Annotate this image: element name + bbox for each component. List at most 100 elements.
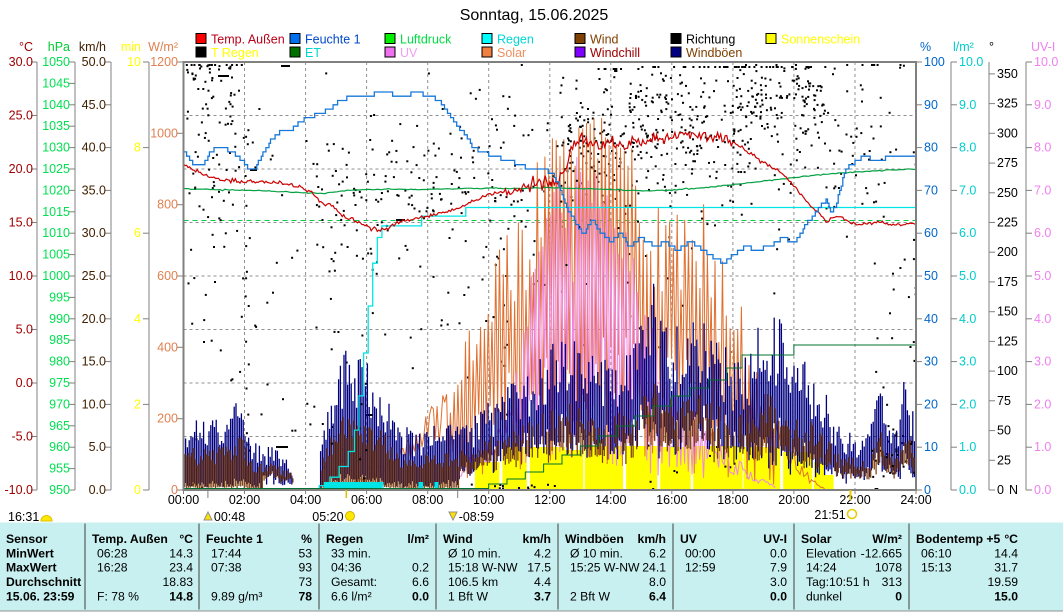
- svg-text:19.59: 19.59: [988, 575, 1019, 589]
- svg-text:Luftdruck: Luftdruck: [400, 33, 452, 47]
- svg-text:0: 0: [924, 483, 931, 497]
- svg-text:°C: °C: [179, 532, 193, 546]
- svg-text:06:00: 06:00: [351, 493, 382, 507]
- svg-text:73: 73: [298, 575, 312, 589]
- svg-text:78: 78: [298, 590, 312, 604]
- svg-text:°C: °C: [1004, 532, 1018, 546]
- svg-text:15.0: 15.0: [994, 590, 1018, 604]
- svg-text:0.2: 0.2: [412, 561, 429, 575]
- svg-text:MaxWert: MaxWert: [6, 561, 57, 575]
- svg-text:ET: ET: [305, 46, 321, 60]
- svg-text:106.5 km: 106.5 km: [448, 575, 498, 589]
- svg-text:0.0: 0.0: [89, 483, 106, 497]
- svg-text:965: 965: [49, 419, 70, 433]
- svg-text:1030: 1030: [42, 141, 70, 155]
- svg-text:-08:59: -08:59: [459, 510, 494, 524]
- svg-text:14.3: 14.3: [169, 547, 193, 561]
- svg-text:40: 40: [924, 312, 938, 326]
- svg-text:23.4: 23.4: [169, 561, 193, 575]
- svg-text:33 min.: 33 min.: [331, 547, 371, 561]
- svg-text:250: 250: [997, 186, 1018, 200]
- svg-text:1035: 1035: [42, 119, 70, 133]
- svg-text:W/m²: W/m²: [872, 532, 902, 546]
- svg-text:313: 313: [882, 575, 903, 589]
- svg-text:%: %: [920, 40, 931, 54]
- svg-text:6.2: 6.2: [649, 547, 666, 561]
- svg-text:1010: 1010: [42, 226, 70, 240]
- svg-text:50.0: 50.0: [82, 55, 106, 69]
- svg-text:20.0: 20.0: [82, 312, 106, 326]
- svg-text:53: 53: [298, 547, 312, 561]
- svg-text:UV-I: UV-I: [1031, 40, 1055, 54]
- svg-text:04:36: 04:36: [331, 561, 362, 575]
- svg-text:22:00: 22:00: [839, 493, 870, 507]
- svg-text:4.0: 4.0: [1034, 312, 1051, 326]
- svg-text:995: 995: [49, 290, 70, 304]
- svg-text:35.0: 35.0: [82, 183, 106, 197]
- svg-text:80: 80: [924, 141, 938, 155]
- svg-text:Windböen: Windböen: [686, 46, 742, 60]
- svg-text:325: 325: [997, 97, 1018, 111]
- svg-text:6.6 l/m²: 6.6 l/m²: [331, 590, 372, 604]
- svg-text:9.89 g/m³: 9.89 g/m³: [211, 590, 262, 604]
- svg-text:20.0: 20.0: [9, 162, 33, 176]
- svg-text:10.0: 10.0: [959, 55, 983, 69]
- svg-text:985: 985: [49, 333, 70, 347]
- svg-text:00:00: 00:00: [685, 547, 716, 561]
- svg-text:3.0: 3.0: [770, 575, 787, 589]
- svg-text:08:00: 08:00: [412, 493, 443, 507]
- svg-text:5.0: 5.0: [89, 440, 106, 454]
- svg-text:0: 0: [895, 590, 902, 604]
- svg-text:5.0: 5.0: [1034, 269, 1051, 283]
- svg-text:-12.665: -12.665: [861, 547, 903, 561]
- svg-text:10: 10: [127, 55, 141, 69]
- svg-text:30: 30: [924, 355, 938, 369]
- svg-text:5.0: 5.0: [959, 269, 976, 283]
- svg-text:8.0: 8.0: [959, 141, 976, 155]
- svg-text:4: 4: [134, 312, 141, 326]
- svg-text:150: 150: [997, 305, 1018, 319]
- svg-text:14:24: 14:24: [806, 561, 837, 575]
- svg-text:800: 800: [157, 198, 178, 212]
- svg-text:960: 960: [49, 440, 70, 454]
- svg-text:14.8: 14.8: [169, 590, 193, 604]
- svg-text:21:51: 21:51: [814, 508, 845, 522]
- svg-text:Bodentemp +5: Bodentemp +5: [916, 532, 1001, 546]
- svg-text:0: 0: [134, 483, 141, 497]
- svg-text:0.0: 0.0: [770, 547, 787, 561]
- svg-text:UV: UV: [400, 46, 418, 60]
- svg-text:07:38: 07:38: [211, 561, 242, 575]
- svg-text:°: °: [989, 40, 994, 54]
- svg-text:7.0: 7.0: [959, 183, 976, 197]
- svg-text:0.0: 0.0: [1034, 483, 1051, 497]
- svg-text:50: 50: [924, 269, 938, 283]
- svg-text:2.0: 2.0: [1034, 397, 1051, 411]
- svg-text:8: 8: [134, 141, 141, 155]
- svg-text:40.0: 40.0: [82, 141, 106, 155]
- svg-text:6.0: 6.0: [959, 226, 976, 240]
- svg-text:0: 0: [997, 483, 1004, 497]
- svg-text:06:28: 06:28: [97, 547, 128, 561]
- svg-text:125: 125: [997, 334, 1018, 348]
- svg-text:5.0: 5.0: [16, 323, 33, 337]
- svg-text:6.6: 6.6: [412, 575, 429, 589]
- svg-text:0.0: 0.0: [16, 376, 33, 390]
- svg-text:3.0: 3.0: [959, 355, 976, 369]
- svg-text:W/m²: W/m²: [148, 40, 178, 54]
- svg-text:17:44: 17:44: [211, 547, 242, 561]
- svg-text:%: %: [301, 532, 312, 546]
- svg-text:MinWert: MinWert: [6, 547, 54, 561]
- svg-text:0: 0: [171, 483, 178, 497]
- svg-text:Wind: Wind: [590, 33, 619, 47]
- svg-text:10: 10: [924, 440, 938, 454]
- svg-text:Durchschnitt: Durchschnitt: [6, 575, 81, 589]
- svg-text:05:20: 05:20: [312, 510, 343, 524]
- svg-text:4.4: 4.4: [534, 575, 551, 589]
- svg-text:225: 225: [997, 216, 1018, 230]
- svg-text:15:18 W-NW: 15:18 W-NW: [448, 561, 518, 575]
- svg-text:955: 955: [49, 462, 70, 476]
- svg-text:12:00: 12:00: [534, 493, 565, 507]
- svg-text:1.0: 1.0: [959, 440, 976, 454]
- svg-text:15.0: 15.0: [9, 216, 33, 230]
- svg-text:4.2: 4.2: [534, 547, 551, 561]
